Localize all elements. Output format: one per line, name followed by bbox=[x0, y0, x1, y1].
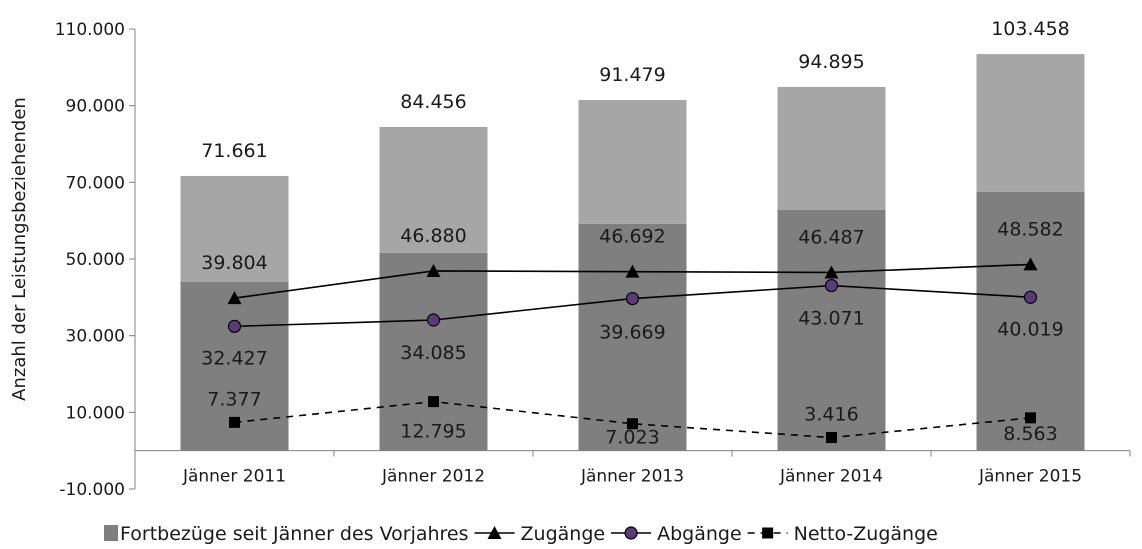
legend-swatch-fortbezuege bbox=[104, 525, 118, 541]
bar-fortbezuege bbox=[379, 252, 488, 451]
bar-total-label: 94.895 bbox=[798, 51, 864, 73]
legend-marker bbox=[762, 527, 774, 539]
series-marker bbox=[426, 313, 441, 327]
series-data-label: 39.804 bbox=[201, 252, 267, 274]
series-data-label: 48.582 bbox=[997, 218, 1063, 240]
bars-layer bbox=[180, 54, 1085, 451]
x-tick-label: Jänner 2015 bbox=[978, 467, 1082, 487]
y-tick-label: -10.000 bbox=[59, 480, 125, 500]
series-marker bbox=[1025, 412, 1036, 424]
series-marker bbox=[428, 396, 439, 408]
series-marker bbox=[826, 432, 837, 444]
series-data-label: 43.071 bbox=[798, 308, 864, 330]
x-tick-label: Jänner 2012 bbox=[381, 467, 485, 487]
series-data-label: 46.692 bbox=[599, 226, 665, 248]
series-data-label: 46.487 bbox=[798, 226, 864, 248]
legend-marker bbox=[487, 526, 502, 539]
bar-total bbox=[976, 54, 1085, 192]
bar-total bbox=[777, 86, 886, 210]
x-tick-label: Jänner 2014 bbox=[779, 467, 883, 487]
series-marker bbox=[625, 292, 640, 306]
series-marker bbox=[227, 319, 242, 333]
bar-total-label: 71.661 bbox=[201, 140, 267, 162]
series-data-label: 7.377 bbox=[207, 388, 261, 410]
y-tick-label: 50.000 bbox=[66, 250, 125, 270]
legend-marker bbox=[624, 526, 638, 540]
legend-label: Zugänge bbox=[521, 523, 606, 545]
legend: Fortbezüge seit Jänner des Vorjahres Zugä… bbox=[104, 523, 938, 545]
series-marker bbox=[625, 264, 640, 278]
y-tick-label: 110.000 bbox=[55, 20, 125, 40]
bar-total bbox=[578, 99, 687, 224]
y-tick-label: 30.000 bbox=[66, 327, 125, 347]
series-data-label: 8.563 bbox=[1003, 423, 1057, 445]
bar-total bbox=[379, 126, 488, 253]
bar-total bbox=[180, 175, 289, 282]
series-data-label: 46.880 bbox=[400, 225, 466, 247]
y-tick-label: 10.000 bbox=[66, 403, 125, 423]
y-tick-label: 90.000 bbox=[66, 97, 125, 117]
series-marker bbox=[1023, 257, 1038, 271]
series-data-label: 7.023 bbox=[605, 427, 659, 449]
series-data-label: 40.019 bbox=[997, 318, 1063, 340]
series-data-label: 34.085 bbox=[400, 342, 466, 364]
series-marker bbox=[824, 278, 839, 293]
bar-fortbezuege bbox=[777, 209, 886, 451]
legend-label: Netto-Zugänge bbox=[794, 523, 938, 545]
series-marker bbox=[627, 418, 638, 430]
x-tick-label: Jänner 2013 bbox=[580, 467, 684, 487]
series-marker bbox=[426, 263, 441, 277]
bar-total-label: 91.479 bbox=[599, 64, 665, 86]
series-data-label: 3.416 bbox=[804, 404, 858, 426]
legend-label: Abgänge bbox=[657, 523, 742, 545]
bar-total-label: 103.458 bbox=[991, 18, 1070, 40]
y-tick-label: 70.000 bbox=[66, 173, 125, 193]
bar-fortbezuege bbox=[578, 223, 687, 451]
axes-layer: -10.000 10.000 30.000 50.000 70.000 90.000 110… bbox=[9, 20, 1131, 500]
series-marker bbox=[1023, 290, 1038, 304]
series-data-label: 32.427 bbox=[201, 347, 267, 369]
y-axis-title: Anzahl der Leistungsbeziehenden bbox=[9, 97, 30, 401]
series-line bbox=[234, 400, 1031, 439]
lines-layer bbox=[227, 257, 1038, 444]
legend-label: Fortbezüge seit Jänner des Vorjahres bbox=[120, 523, 469, 545]
series-marker bbox=[824, 265, 839, 279]
x-tick-label: Jänner 2011 bbox=[182, 467, 286, 487]
series-marker bbox=[227, 291, 242, 305]
labels-layer: 71.661 84.456 91.479 94.895 103.458 39.804 46.… bbox=[201, 18, 1070, 449]
series-data-label: 12.795 bbox=[400, 421, 466, 443]
bar-fortbezuege bbox=[976, 191, 1085, 451]
bar-total-label: 84.456 bbox=[400, 91, 466, 113]
series-data-label: 39.669 bbox=[599, 322, 665, 344]
series-marker bbox=[229, 416, 240, 428]
